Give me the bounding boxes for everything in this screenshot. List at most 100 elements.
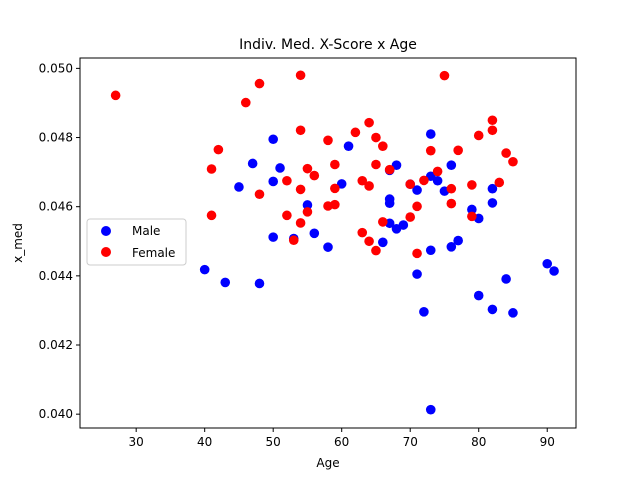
data-point-male (309, 228, 320, 239)
data-point-female (295, 125, 306, 136)
data-point-female (467, 211, 477, 222)
data-point-male (268, 134, 278, 145)
data-point-female (240, 97, 251, 108)
chart-title: Indiv. Med. X-Score x Age (239, 37, 417, 53)
y-axis: 0.040 0.042 0.044 0.046 0.048 0.050 (39, 61, 80, 421)
data-point-female (330, 159, 340, 170)
legend-marker-female (101, 247, 111, 257)
x-tick-label: 40 (197, 435, 212, 449)
data-point-female (371, 159, 381, 170)
plot-area-frame (79, 57, 577, 429)
data-point-female (323, 135, 333, 146)
data-point-male (398, 220, 409, 230)
data-point-female (371, 132, 381, 143)
data-point-female (378, 217, 388, 227)
data-point-female (302, 163, 313, 174)
data-point-female (302, 207, 313, 217)
data-point-female (446, 183, 457, 194)
data-point-male (473, 290, 484, 301)
legend-label-male: Male (132, 224, 160, 238)
legend-marker-male (101, 226, 111, 236)
data-point-male (220, 277, 231, 288)
data-point-female (357, 227, 368, 238)
data-point-male (412, 185, 422, 195)
data-point-female (330, 183, 340, 194)
y-tick-label: 0.050 (39, 61, 73, 75)
legend-box (86, 218, 187, 266)
legend-label-female: Female (132, 246, 175, 260)
data-point-male (323, 242, 333, 252)
data-point-female (213, 144, 224, 155)
data-point-female (487, 115, 498, 126)
data-point-female (254, 189, 265, 200)
x-tick-label: 50 (266, 435, 281, 449)
y-tick-label: 0.048 (39, 131, 73, 145)
data-point-male (425, 404, 436, 415)
data-point-male (412, 269, 422, 279)
data-point-male (302, 200, 313, 210)
data-point-male (268, 176, 278, 187)
data-point-female (371, 245, 381, 256)
data-point-female (282, 210, 292, 221)
data-point-male (542, 258, 553, 269)
data-point-female (288, 235, 299, 246)
data-point-female (206, 210, 217, 221)
data-point-female (501, 148, 511, 158)
x-tick-label: 90 (540, 435, 555, 449)
data-point-male (254, 278, 265, 289)
data-point-female (295, 184, 306, 195)
data-point-female (425, 145, 436, 156)
data-point-female (350, 127, 361, 138)
data-point-female (405, 212, 416, 222)
x-axis-label: Age (316, 456, 339, 470)
x-tick-label: 60 (334, 435, 349, 449)
y-tick-label: 0.046 (39, 200, 73, 214)
data-point-female (378, 141, 388, 151)
data-point-male (432, 175, 443, 186)
data-point-female (282, 175, 292, 186)
data-point-female (446, 198, 457, 209)
data-point-female (384, 164, 395, 175)
data-point-female (432, 166, 443, 177)
data-point-female (295, 70, 306, 81)
data-point-female (206, 164, 217, 174)
data-point-male (378, 237, 388, 248)
data-point-female (357, 175, 368, 186)
data-point-male (453, 235, 463, 246)
data-point-female (405, 179, 416, 190)
data-point-male (275, 163, 285, 173)
data-point-male (425, 129, 436, 139)
data-point-female (330, 199, 340, 210)
data-point-male (343, 141, 354, 151)
legend: Male Female (86, 218, 187, 266)
data-point-male (501, 274, 511, 284)
data-point-female (494, 177, 505, 188)
data-point-male (234, 182, 244, 192)
data-point-male (384, 198, 395, 209)
data-point-female (364, 236, 374, 247)
data-point-male (268, 232, 278, 242)
y-axis-label: x_med (11, 223, 25, 263)
data-point-male (391, 160, 402, 170)
data-point-male (487, 198, 498, 208)
data-point-male (487, 304, 498, 315)
data-point-male (467, 204, 477, 215)
data-point-female (364, 117, 374, 128)
data-point-male (446, 242, 457, 252)
data-points (110, 70, 559, 415)
data-point-male (419, 307, 429, 317)
data-point-female (412, 201, 422, 212)
x-axis: 30 40 50 60 70 80 90 (129, 428, 555, 449)
data-point-female (473, 130, 484, 141)
x-tick-label: 30 (129, 435, 144, 449)
data-point-female (110, 90, 121, 101)
data-point-male (549, 266, 559, 276)
y-tick-label: 0.042 (39, 338, 73, 352)
data-point-female (508, 156, 518, 167)
x-tick-label: 80 (471, 435, 486, 449)
data-point-male (199, 264, 210, 275)
data-point-male (508, 308, 518, 318)
data-point-male (247, 158, 258, 169)
y-tick-label: 0.040 (39, 407, 73, 421)
